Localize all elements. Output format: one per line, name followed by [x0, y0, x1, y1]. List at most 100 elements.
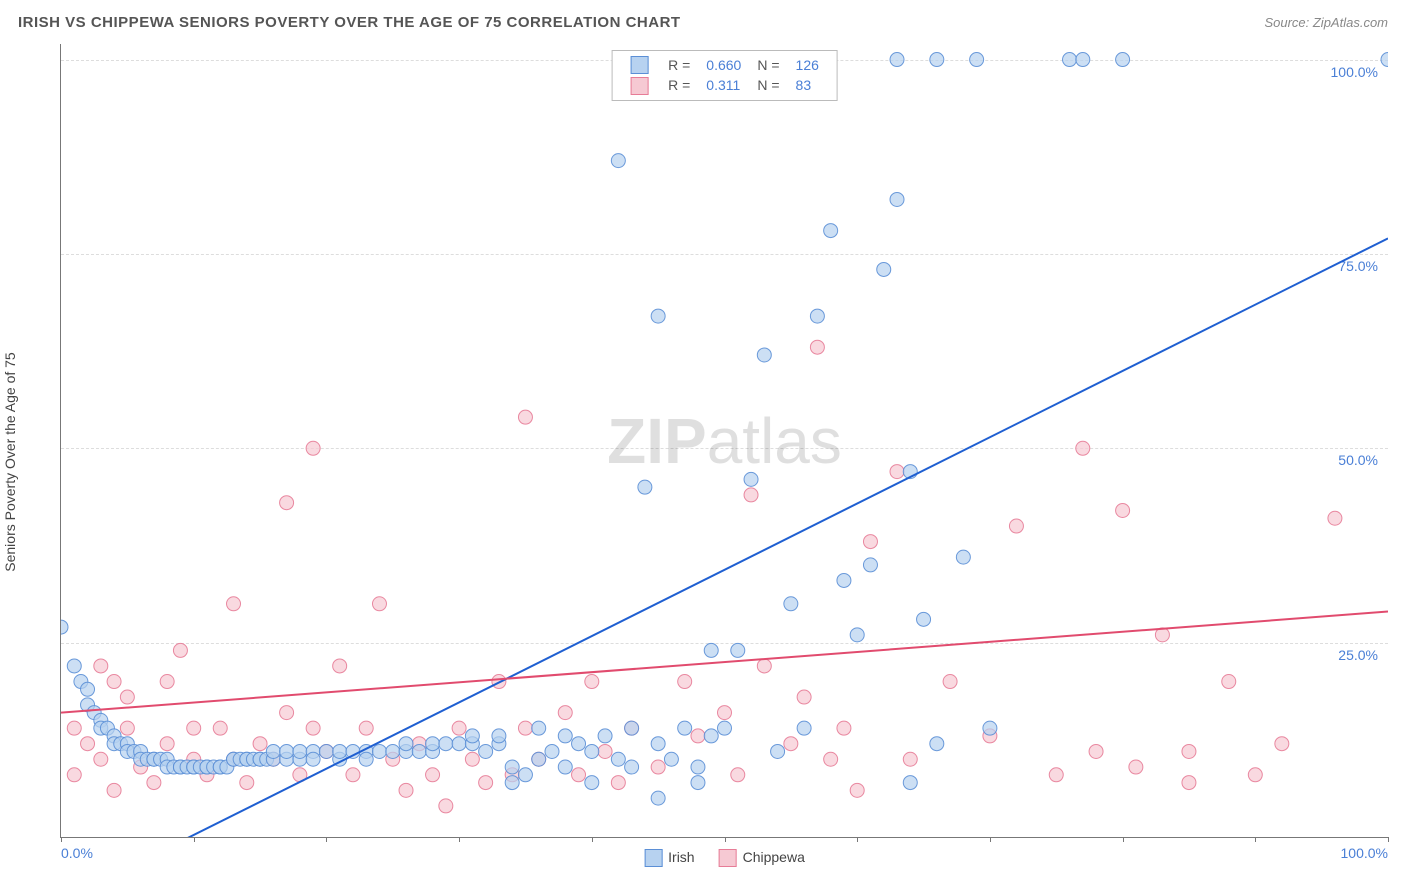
data-point: [585, 744, 599, 758]
data-point: [359, 752, 373, 766]
data-point: [877, 262, 891, 276]
data-point: [372, 597, 386, 611]
data-point: [227, 597, 241, 611]
data-point: [1328, 511, 1342, 525]
data-point: [558, 760, 572, 774]
data-point: [147, 776, 161, 790]
data-point: [81, 682, 95, 696]
data-point: [479, 776, 493, 790]
data-point: [651, 309, 665, 323]
data-point: [611, 154, 625, 168]
data-point: [280, 744, 294, 758]
data-point: [61, 620, 68, 634]
data-point: [625, 760, 639, 774]
data-point: [744, 472, 758, 486]
data-point: [306, 721, 320, 735]
data-point: [678, 675, 692, 689]
data-point: [558, 729, 572, 743]
data-point: [664, 752, 678, 766]
data-point: [160, 675, 174, 689]
data-point: [850, 783, 864, 797]
data-point: [930, 737, 944, 751]
data-point: [704, 729, 718, 743]
data-point: [452, 737, 466, 751]
data-point: [1182, 776, 1196, 790]
data-point: [266, 744, 280, 758]
data-point: [824, 752, 838, 766]
data-point: [651, 791, 665, 805]
data-point: [386, 744, 400, 758]
data-point: [797, 721, 811, 735]
data-point: [120, 690, 134, 704]
data-point: [1089, 744, 1103, 758]
data-point: [731, 643, 745, 657]
data-point: [704, 643, 718, 657]
data-point: [625, 721, 639, 735]
data-point: [718, 721, 732, 735]
data-point: [903, 752, 917, 766]
data-point: [518, 410, 532, 424]
data-point: [492, 729, 506, 743]
data-point: [333, 659, 347, 673]
data-point: [346, 768, 360, 782]
header-bar: IRISH VS CHIPPEWA SENIORS POVERTY OVER T…: [18, 14, 1388, 31]
data-point: [94, 752, 108, 766]
data-point: [1076, 53, 1090, 67]
data-point: [611, 776, 625, 790]
legend-item-chippewa: Chippewa: [719, 849, 805, 867]
x-tick: [326, 837, 327, 842]
data-point: [930, 53, 944, 67]
legend-correlation: R = 0.660 N = 126 R = 0.311 N = 83: [611, 50, 838, 101]
data-point: [691, 760, 705, 774]
data-point: [505, 776, 519, 790]
x-tick: [857, 837, 858, 842]
x-tick: [61, 837, 62, 842]
x-tick: [1255, 837, 1256, 842]
data-point: [426, 737, 440, 751]
data-point: [744, 488, 758, 502]
data-point: [917, 612, 931, 626]
data-point: [983, 721, 997, 735]
data-point: [1076, 441, 1090, 455]
data-point: [81, 737, 95, 751]
data-point: [173, 643, 187, 657]
data-point: [120, 721, 134, 735]
data-point: [890, 192, 904, 206]
data-point: [372, 744, 386, 758]
data-point: [94, 659, 108, 673]
data-point: [863, 535, 877, 549]
data-point: [572, 737, 586, 751]
data-point: [598, 744, 612, 758]
data-point: [465, 752, 479, 766]
data-point: [107, 783, 121, 797]
data-point: [532, 721, 546, 735]
data-point: [784, 737, 798, 751]
data-point: [558, 706, 572, 720]
x-tick: [194, 837, 195, 842]
data-point: [1248, 768, 1262, 782]
data-point: [67, 768, 81, 782]
data-point: [505, 760, 519, 774]
data-point: [824, 224, 838, 238]
legend-row-chippewa: R = 0.311 N = 83: [622, 75, 827, 95]
data-point: [757, 348, 771, 362]
data-point: [611, 752, 625, 766]
data-point: [253, 737, 267, 751]
data-point: [784, 597, 798, 611]
x-tick: [990, 837, 991, 842]
data-point: [1116, 503, 1130, 517]
data-point: [678, 721, 692, 735]
data-point: [943, 675, 957, 689]
data-point: [452, 721, 466, 735]
data-point: [187, 721, 201, 735]
data-point: [691, 776, 705, 790]
data-point: [970, 53, 984, 67]
data-point: [1049, 768, 1063, 782]
data-point: [1009, 519, 1023, 533]
data-point: [293, 744, 307, 758]
plot-region: ZIPatlas R = 0.660 N = 126 R = 0.311 N =…: [60, 44, 1388, 838]
data-point: [359, 721, 373, 735]
data-point: [890, 53, 904, 67]
data-point: [585, 776, 599, 790]
trend-line: [61, 612, 1388, 713]
